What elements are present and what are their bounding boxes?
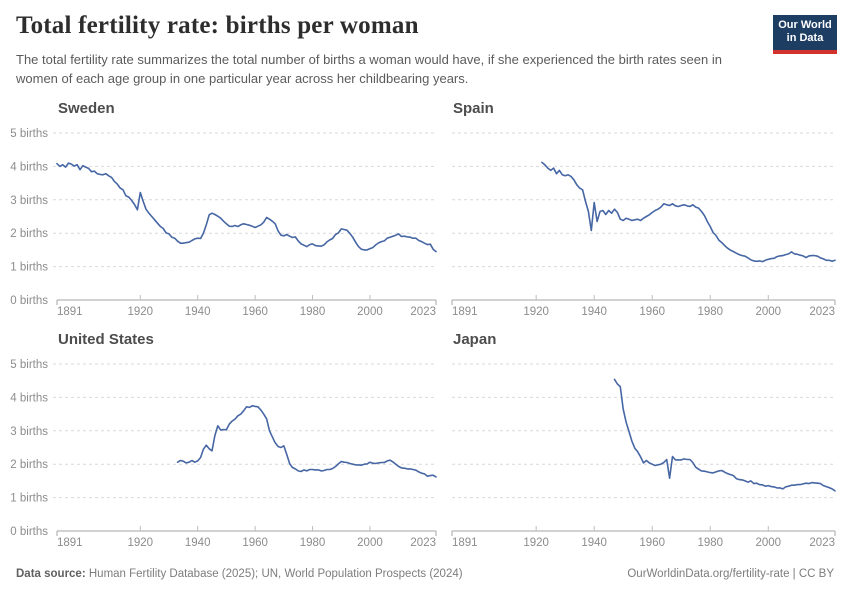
y-tick-label: 2 births	[10, 228, 48, 240]
x-tick-label: 2000	[755, 537, 781, 549]
y-tick-label: 5 births	[10, 359, 48, 371]
y-tick-label: 3 births	[10, 195, 48, 207]
x-tick-label: 1960	[242, 537, 268, 549]
x-tick-label: 1891	[452, 306, 478, 318]
x-tick-label: 1940	[185, 306, 211, 318]
chart-subtitle: The total fertility rate summarizes the …	[16, 52, 722, 86]
x-tick-label: 1960	[639, 306, 665, 318]
x-tick-label: 1980	[300, 306, 326, 318]
fertility-line-japan	[613, 378, 836, 492]
x-tick-label: 2023	[410, 306, 436, 318]
y-tick-label: 0 births	[10, 526, 48, 538]
y-tick-label: 4 births	[10, 161, 48, 173]
footer-link[interactable]: OurWorldinData.org/fertility-rate | CC B…	[627, 568, 834, 580]
x-tick-label: 1920	[127, 306, 153, 318]
x-tick-label: 1940	[581, 306, 607, 318]
x-tick-label: 1960	[242, 306, 268, 318]
x-tick-label: 1940	[185, 537, 211, 549]
y-tick-label: 1 births	[10, 262, 48, 274]
x-tick-label: 1891	[452, 537, 478, 549]
panel-title-united-states: United States	[58, 331, 154, 348]
panel-title-sweden: Sweden	[58, 100, 115, 117]
x-tick-label: 1980	[697, 306, 723, 318]
owid-logo-line2: in Data	[786, 32, 824, 44]
fertility-line-spain	[541, 161, 836, 263]
panel-united-states: 0 births 1 births 2 births 3 births 4 births…	[10, 359, 437, 549]
panel-spain: 1891 1920 1940 1960 1980 2000 2023	[451, 132, 836, 318]
data-source-text: Human Fertility Database (2025); UN, Wor…	[85, 568, 463, 580]
fertility-line-united-states	[176, 404, 437, 478]
fertility-line-sweden	[56, 162, 437, 253]
panel-japan: 1891 1920 1940 1960 1980 2000 2023	[451, 363, 836, 549]
x-tick-label: 2023	[410, 537, 436, 549]
data-source-label: Data source:	[16, 568, 86, 580]
x-tick-label: 1980	[697, 537, 723, 549]
y-tick-label: 0 births	[10, 295, 48, 307]
x-tick-label: 2000	[357, 306, 383, 318]
page-title: Total fertility rate: births per woman	[16, 12, 419, 39]
x-tick-label: 1920	[523, 537, 549, 549]
x-tick-label: 2023	[809, 306, 835, 318]
y-tick-label: 5 births	[10, 128, 48, 140]
data-source: Data source: Human Fertility Database (2…	[16, 568, 463, 580]
chart-footer: Data source: Human Fertility Database (2…	[16, 568, 834, 580]
owid-logo-line1: Our World	[778, 19, 832, 31]
y-tick-label: 3 births	[10, 426, 48, 438]
x-tick-label: 1891	[57, 537, 83, 549]
panel-title-japan: Japan	[453, 331, 497, 348]
x-tick-label: 1920	[523, 306, 549, 318]
x-tick-label: 1891	[57, 306, 83, 318]
x-tick-label: 2000	[755, 306, 781, 318]
y-tick-label: 2 births	[10, 459, 48, 471]
x-tick-label: 1920	[127, 537, 153, 549]
y-tick-label: 4 births	[10, 392, 48, 404]
panel-sweden: 0 births 1 births 2 births 3 births 4 births…	[10, 128, 437, 318]
x-tick-label: 2000	[357, 537, 383, 549]
x-tick-label: 1980	[300, 537, 326, 549]
x-tick-label: 2023	[809, 537, 835, 549]
owid-logo: Our World in Data	[773, 15, 837, 54]
y-tick-label: 1 births	[10, 493, 48, 505]
x-tick-label: 1940	[581, 537, 607, 549]
x-tick-label: 1960	[639, 537, 665, 549]
panel-title-spain: Spain	[453, 100, 494, 117]
